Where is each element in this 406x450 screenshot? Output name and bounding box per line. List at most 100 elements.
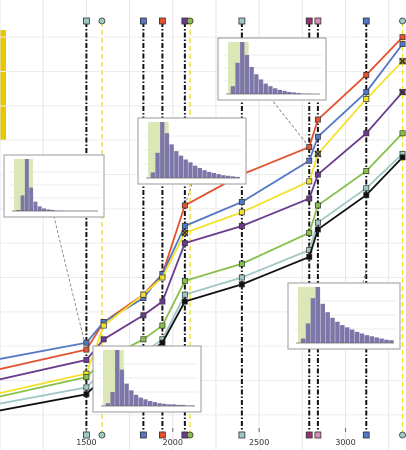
series-point[interactable] [306,157,313,164]
histogram-bar [277,89,282,94]
marker-top-handle[interactable] [238,17,246,25]
series-point[interactable] [363,89,370,96]
series-point[interactable] [399,130,406,137]
series-point[interactable] [399,34,406,41]
marker-bottom-handle[interactable] [186,431,194,439]
series-point[interactable] [181,277,188,284]
histogram-bar [330,317,335,343]
series-point[interactable] [238,260,245,267]
series-point[interactable] [363,185,370,192]
series-point[interactable] [306,229,313,236]
marker-bottom-handle[interactable] [399,431,406,439]
series-point[interactable] [314,226,321,233]
histogram-inset [217,37,327,148]
series-point[interactable] [363,130,370,137]
histogram-bar [305,323,311,343]
series-point[interactable] [363,192,370,199]
series-point[interactable] [314,133,321,140]
series-point[interactable] [83,374,90,381]
histogram-bar [287,91,292,94]
histogram-bar [162,403,167,406]
series-point[interactable] [238,223,245,229]
series-point[interactable] [181,291,188,298]
histogram-bar [50,209,55,211]
marker-top-handle[interactable] [305,17,313,25]
marker-top-handle[interactable] [82,17,90,25]
series-point[interactable] [181,223,188,229]
marker-bottom-handle[interactable] [98,431,106,439]
histogram-bar [359,333,365,343]
marker-top-handle[interactable] [139,17,147,25]
histogram-bar [16,209,21,211]
series-point[interactable] [83,339,90,346]
series-point[interactable] [159,274,166,281]
histogram-bar [169,144,174,178]
cross-marker [398,88,406,96]
series-point[interactable] [314,219,321,226]
series-point[interactable] [100,336,107,343]
histogram-bar [207,171,212,178]
series-point[interactable] [100,322,107,329]
series-point[interactable] [399,41,406,47]
series-point[interactable] [181,202,188,209]
marker-top-handle[interactable] [314,17,322,25]
marker-top-handle[interactable] [186,17,194,25]
marker-top-handle[interactable] [98,17,106,25]
series-point[interactable] [314,202,321,209]
histogram-bar [183,159,188,178]
series-point[interactable] [363,71,370,78]
histogram-bar [282,90,287,94]
histogram-inset [92,345,202,413]
series-point[interactable] [140,312,147,319]
series-point[interactable] [140,336,147,343]
series-point[interactable] [363,96,370,102]
marker-bottom-handle[interactable] [305,431,313,439]
histogram-bar [143,399,148,406]
histogram-bar [29,187,34,211]
histogram-bar [105,403,110,406]
series-point[interactable] [159,322,166,329]
series-point[interactable] [159,298,166,305]
histogram-bar [268,86,273,94]
histogram-bar [230,176,235,178]
marker-bottom-handle[interactable] [362,431,370,439]
marker-top-handle[interactable] [399,17,406,25]
histogram-bar [176,404,181,406]
series-point[interactable] [306,253,313,260]
series-point[interactable] [181,240,188,247]
histogram-bar [273,88,278,94]
series-point[interactable] [83,384,90,391]
series-point[interactable] [83,391,90,398]
series-point[interactable] [238,281,245,288]
series-point[interactable] [314,116,321,123]
histogram-bar [211,172,217,178]
marker-bottom-handle[interactable] [238,431,246,439]
series-point[interactable] [83,356,90,363]
x-tick-label: 1500 [76,438,96,447]
histogram-bar [160,122,165,178]
histogram-bar [374,337,379,343]
histogram-bar [152,402,157,406]
marker-bottom-handle[interactable] [314,431,322,439]
series-point[interactable] [314,171,321,178]
series-point[interactable] [399,154,406,161]
series-point[interactable] [159,339,166,346]
marker-top-handle[interactable] [362,17,370,25]
marker-bottom-handle[interactable] [158,431,166,439]
series-point[interactable] [363,168,370,175]
series-point[interactable] [238,209,245,216]
histogram-bar [235,62,240,94]
histogram-bar [33,201,38,211]
series-point[interactable] [306,178,313,185]
series-point[interactable] [140,291,147,298]
marker-bottom-handle[interactable] [139,431,147,439]
series-point[interactable] [238,274,245,281]
series-point[interactable] [238,199,245,205]
series-point[interactable] [181,298,188,305]
histogram-bar [171,404,176,406]
marker-top-handle[interactable] [158,17,166,25]
series-point[interactable] [306,195,313,202]
histogram-bar [364,335,370,343]
histogram-bar [20,195,25,211]
histogram-bar [124,383,129,406]
